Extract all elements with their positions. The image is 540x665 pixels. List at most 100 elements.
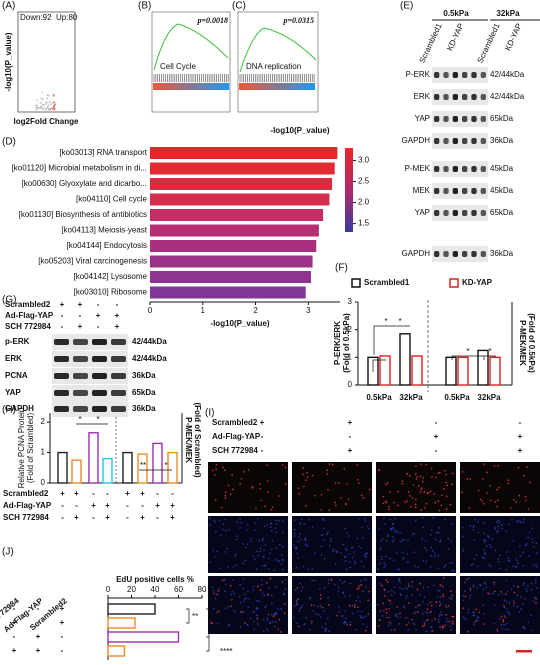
blot-label: p-ERK	[5, 337, 30, 346]
nucleus	[234, 611, 237, 614]
nucleus	[413, 532, 415, 535]
blot-bg	[432, 133, 488, 149]
nucleus	[239, 626, 242, 628]
nucleus	[425, 630, 428, 633]
sign: +	[348, 418, 353, 427]
nucleus	[477, 616, 479, 618]
axis-label: (Fold of Scrambled)	[26, 413, 35, 484]
nucleus	[261, 579, 263, 582]
rank-strip	[243, 83, 248, 90]
nucleus	[214, 555, 216, 558]
edu-spot	[493, 581, 495, 584]
nucleus	[239, 527, 241, 529]
edu-spot	[405, 616, 407, 619]
edu-spot	[320, 508, 323, 511]
edu-spot	[486, 492, 488, 494]
nucleus	[532, 545, 535, 548]
lane-label: KD-YAP	[503, 22, 523, 52]
volcano-dot	[45, 102, 48, 105]
nucleus	[531, 527, 534, 529]
edu-spot	[389, 600, 392, 602]
blot-label: GAPDH	[402, 249, 431, 258]
nucleus	[533, 600, 535, 603]
nucleus	[228, 624, 231, 627]
nucleus	[296, 622, 298, 624]
edu-spot	[430, 610, 432, 613]
nucleus	[432, 584, 435, 587]
edu-spot	[444, 624, 446, 627]
nucleus	[473, 557, 475, 560]
nucleus	[273, 612, 276, 615]
rank-strip	[169, 83, 174, 90]
blot-band	[434, 116, 440, 122]
edu-spot	[442, 577, 445, 579]
nucleus	[274, 585, 277, 588]
edu-spot	[328, 509, 331, 512]
nucleus	[262, 618, 265, 621]
nucleus	[277, 560, 280, 563]
edu-spot	[257, 585, 259, 588]
nucleus	[267, 629, 269, 632]
blot-band	[54, 390, 69, 396]
edu-spot	[311, 620, 313, 623]
nucleus	[323, 610, 325, 612]
edu-spot	[423, 624, 426, 627]
edu-spot	[496, 505, 498, 508]
volcano-dot	[47, 104, 50, 107]
nucleus	[303, 523, 306, 526]
nucleus	[363, 555, 365, 557]
blot-band	[471, 251, 477, 257]
nucleus	[427, 603, 429, 606]
blot-band	[92, 406, 107, 412]
edu-spot	[385, 612, 388, 614]
edu-spot	[414, 506, 417, 509]
nucleus	[473, 623, 475, 626]
blot-kda: 36kDa	[132, 404, 156, 413]
edu-spot	[282, 464, 284, 466]
edu-spot	[526, 466, 528, 468]
blot-band	[471, 138, 477, 144]
sign: +	[91, 501, 96, 510]
sign: -	[97, 300, 100, 309]
rank-strip	[287, 83, 292, 90]
edu-spot	[461, 491, 463, 494]
nucleus	[231, 590, 234, 593]
nucleus	[256, 518, 259, 520]
edu-spot	[244, 622, 246, 624]
blot-kda: 45kDa	[490, 164, 514, 173]
nucleus	[265, 604, 267, 607]
edu-spot	[230, 605, 232, 608]
nucleus	[317, 605, 319, 608]
x-tick-label: 20	[127, 585, 136, 594]
edu-spot	[438, 509, 441, 512]
nucleus	[481, 556, 484, 559]
blot-label: ERK	[414, 92, 431, 101]
edu-spot	[335, 504, 337, 507]
rank-strip	[201, 83, 206, 90]
category-label: [ko04142] Lysosome	[73, 272, 147, 281]
nucleus	[439, 602, 442, 605]
edu-spot	[388, 505, 390, 508]
sign: -	[261, 432, 264, 441]
gene-set: Cell Cycle	[160, 62, 197, 71]
nucleus	[355, 599, 358, 602]
edu-spot	[510, 507, 512, 509]
nucleus	[262, 556, 265, 558]
nucleus	[242, 610, 244, 613]
bar	[150, 209, 324, 221]
nucleus	[496, 630, 499, 633]
nucleus	[381, 558, 383, 561]
sign: +	[12, 618, 17, 627]
edu-spot	[425, 502, 428, 505]
edu-spot	[267, 613, 270, 616]
nucleus	[530, 614, 532, 617]
rank-strip	[205, 83, 210, 90]
sign: -	[156, 489, 159, 498]
nucleus	[299, 533, 301, 535]
nucleus	[506, 551, 508, 553]
nucleus	[253, 529, 256, 532]
gene-set: DNA replication	[246, 62, 301, 71]
blot-band	[111, 339, 126, 345]
y-tick-label: 1	[41, 448, 46, 457]
edu-spot	[449, 590, 452, 593]
